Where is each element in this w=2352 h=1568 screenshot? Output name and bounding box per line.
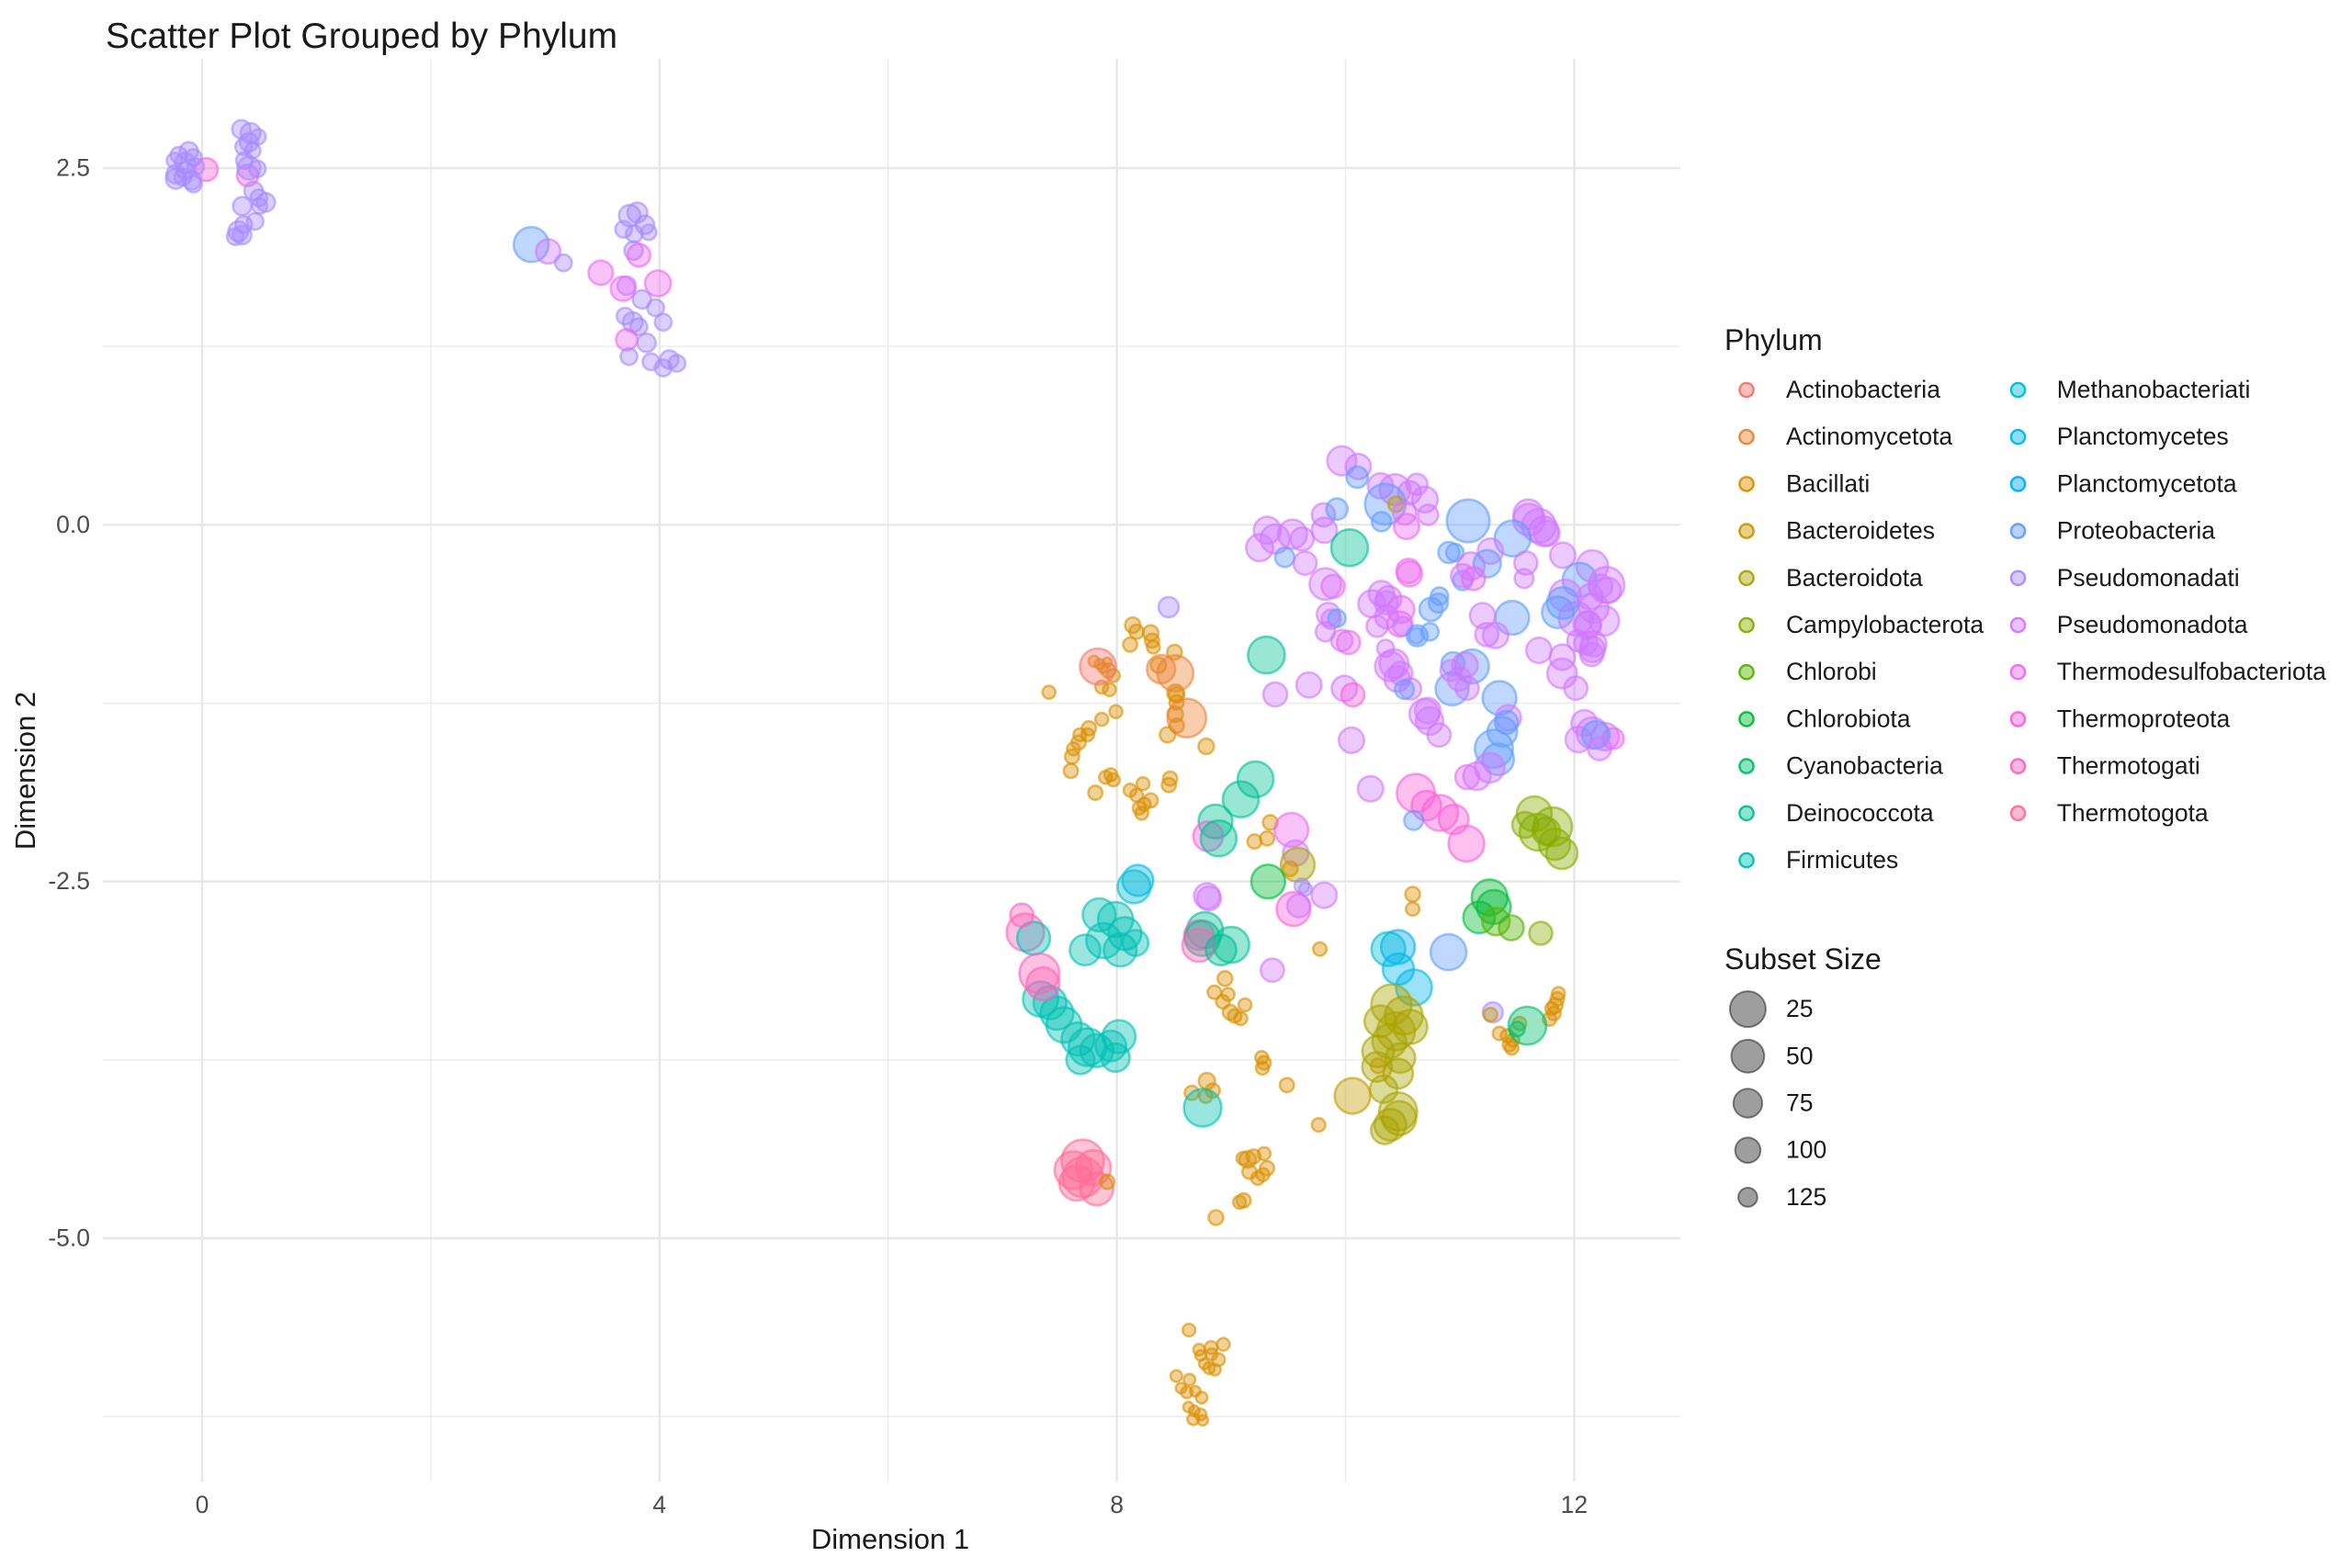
svg-text:Proteobacteria: Proteobacteria [2057, 517, 2216, 545]
svg-text:125: 125 [1786, 1183, 1826, 1211]
svg-text:Subset Size: Subset Size [1724, 942, 1882, 976]
svg-text:Deinococcota: Deinococcota [1786, 799, 1934, 827]
svg-text:Thermotogota: Thermotogota [2057, 799, 2209, 827]
svg-text:Planctomycetota: Planctomycetota [2057, 469, 2237, 497]
svg-text:Dimension 1: Dimension 1 [811, 1523, 969, 1555]
svg-text:Thermoproteota: Thermoproteota [2057, 705, 2231, 732]
svg-text:Thermotogati: Thermotogati [2057, 752, 2200, 780]
svg-text:50: 50 [1786, 1042, 1813, 1069]
svg-text:-2.5: -2.5 [48, 867, 90, 895]
svg-text:Phylum: Phylum [1724, 323, 1823, 356]
svg-text:Chlorobiota: Chlorobiota [1786, 705, 1911, 732]
svg-text:Cyanobacteria: Cyanobacteria [1786, 752, 1943, 780]
svg-text:0: 0 [196, 1491, 209, 1518]
svg-text:Actinomycetota: Actinomycetota [1786, 423, 1952, 450]
svg-text:Firmicutes: Firmicutes [1786, 846, 1898, 874]
svg-text:Pseudomonadati: Pseudomonadati [2057, 564, 2240, 592]
svg-text:75: 75 [1786, 1089, 1813, 1117]
svg-text:Methanobacteriati: Methanobacteriati [2057, 376, 2251, 403]
svg-text:Thermodesulfobacteriota: Thermodesulfobacteriota [2057, 658, 2326, 685]
svg-text:8: 8 [1110, 1491, 1124, 1518]
svg-text:Planctomycetes: Planctomycetes [2057, 423, 2229, 450]
svg-text:Bacillati: Bacillati [1786, 469, 1870, 497]
svg-text:2.5: 2.5 [56, 154, 90, 182]
svg-text:Scatter Plot Grouped by Phylum: Scatter Plot Grouped by Phylum [106, 17, 617, 56]
svg-text:100: 100 [1786, 1136, 1826, 1164]
svg-text:Actinobacteria: Actinobacteria [1786, 376, 1940, 403]
svg-text:25: 25 [1786, 995, 1813, 1022]
svg-text:12: 12 [1561, 1491, 1588, 1518]
svg-text:4: 4 [652, 1491, 666, 1518]
svg-text:Campylobacterota: Campylobacterota [1786, 611, 1984, 638]
svg-text:Bacteroidetes: Bacteroidetes [1786, 517, 1935, 545]
svg-text:0.0: 0.0 [56, 511, 90, 538]
svg-text:Chlorobi: Chlorobi [1786, 658, 1877, 685]
svg-text:Bacteroidota: Bacteroidota [1786, 564, 1923, 592]
svg-text:Pseudomonadota: Pseudomonadota [2057, 611, 2248, 638]
svg-text:-5.0: -5.0 [48, 1224, 90, 1252]
svg-text:Dimension 2: Dimension 2 [9, 692, 41, 850]
